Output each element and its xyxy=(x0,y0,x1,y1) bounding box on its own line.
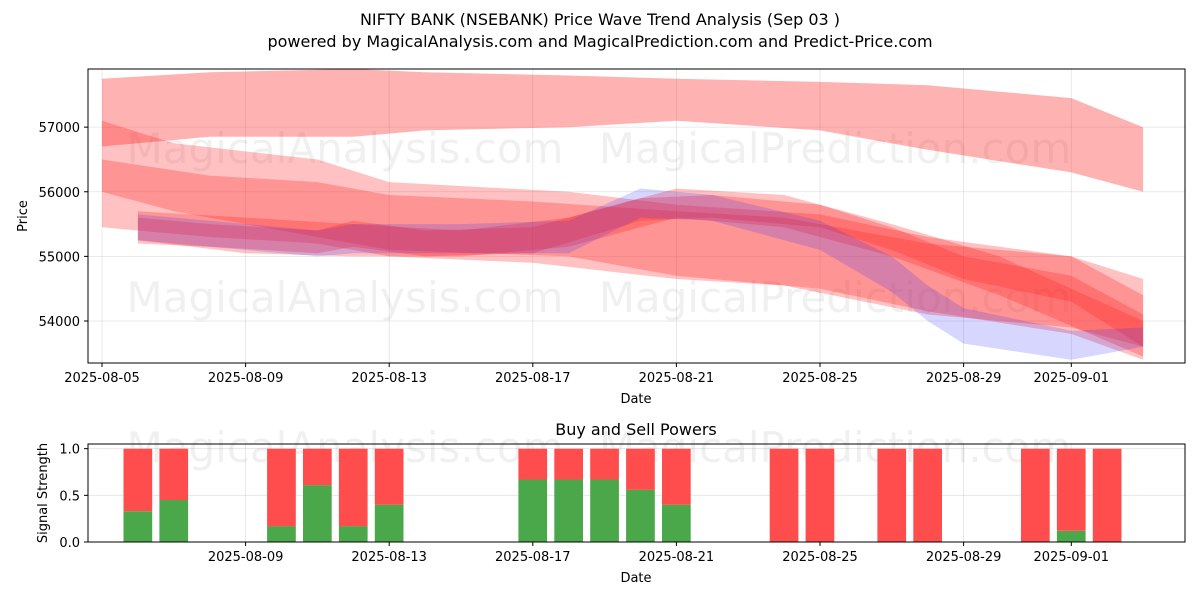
price-x-tick-label: 2025-08-29 xyxy=(926,371,1002,386)
chart-subtitle: powered by MagicalAnalysis.com and Magic… xyxy=(267,32,932,51)
sell-power-bar xyxy=(267,448,296,527)
signal-y-tick-label: 0.5 xyxy=(59,489,80,504)
price-x-tick-label: 2025-08-21 xyxy=(639,371,715,386)
watermark-text: MagicalPrediction.com xyxy=(599,273,1072,322)
signal-bars xyxy=(123,448,1122,542)
watermark-text: MagicalAnalysis.com xyxy=(127,124,564,173)
red-wave-band xyxy=(102,159,1144,347)
watermark-text: MagicalPrediction.com xyxy=(599,124,1072,173)
buy-power-bar xyxy=(518,479,548,542)
signal-x-tick-label: 2025-08-13 xyxy=(351,550,427,565)
sell-power-bar xyxy=(805,448,835,542)
price-y-tick-label: 57000 xyxy=(39,121,80,136)
signal-x-ticks: 2025-08-09 2025-08-13 2025-08-17 2025-08-21… xyxy=(208,542,1109,565)
price-bands xyxy=(102,69,1144,360)
price-x-tick-label: 2025-08-17 xyxy=(495,371,571,386)
red-wave-band xyxy=(102,69,1144,192)
sell-power-bar xyxy=(626,448,655,490)
price-y-tick-label: 55000 xyxy=(39,250,80,265)
price-grid xyxy=(88,69,1185,363)
price-x-tick-label: 2025-09-01 xyxy=(1034,371,1110,386)
price-y-ticks: 54000 55000 56000 57000 xyxy=(39,121,88,330)
sell-power-bar xyxy=(303,448,332,486)
buy-power-bar xyxy=(303,485,332,542)
price-x-ticks: 2025-08-05 2025-08-09 2025-08-13 2025-08-17… xyxy=(64,363,1109,386)
sell-power-bar xyxy=(877,448,907,542)
buy-power-bar xyxy=(123,511,153,542)
sell-power-bar xyxy=(1056,448,1086,531)
buy-power-bar xyxy=(374,504,404,542)
signal-x-axis-label: Date xyxy=(620,571,651,586)
signal-x-tick-label: 2025-08-17 xyxy=(495,550,571,565)
price-x-tick-label: 2025-08-09 xyxy=(208,371,284,386)
sell-power-bar xyxy=(1092,448,1122,542)
buy-power-bar xyxy=(267,526,296,542)
sell-power-bar xyxy=(554,448,583,480)
signal-x-tick-label: 2025-09-01 xyxy=(1034,550,1110,565)
sell-power-bar xyxy=(662,448,691,505)
chart-title: NIFTY BANK (NSEBANK) Price Wave Trend An… xyxy=(360,10,840,29)
red-wave-band xyxy=(102,120,1144,360)
price-x-tick-label: 2025-08-25 xyxy=(782,371,858,386)
signal-y-tick-label: 1.0 xyxy=(59,443,80,458)
sell-power-bar xyxy=(590,448,619,480)
sell-power-bar xyxy=(159,448,189,500)
red-wave-band xyxy=(137,195,1144,347)
blue-wave-band xyxy=(137,188,1144,360)
buy-power-bar xyxy=(338,526,368,542)
sell-power-bar xyxy=(518,448,548,480)
price-watermarks: MagicalAnalysis.com MagicalPrediction.com… xyxy=(127,124,1072,322)
price-axes-frame xyxy=(87,68,1186,364)
sell-power-bar xyxy=(769,448,799,542)
buy-power-bar xyxy=(554,479,583,542)
sell-power-bar xyxy=(123,448,153,512)
price-x-tick-label: 2025-08-05 xyxy=(64,371,140,386)
sell-power-bar xyxy=(1021,448,1050,542)
signal-plot-title: Buy and Sell Powers xyxy=(555,420,717,439)
price-y-tick-label: 56000 xyxy=(39,186,80,201)
price-x-tick-label: 2025-08-13 xyxy=(351,371,427,386)
sell-power-bar xyxy=(338,448,368,527)
signal-watermarks: MagicalAnalysis.com MagicalPrediction.com xyxy=(127,423,1072,472)
signal-y-ticks: 0.0 0.5 1.0 xyxy=(59,443,88,551)
buy-power-bar xyxy=(662,504,691,542)
signal-y-tick-label: 0.0 xyxy=(59,536,80,551)
signal-axes-frame xyxy=(87,443,1186,543)
price-y-axis-label: Price xyxy=(16,200,31,232)
price-x-axis-label: Date xyxy=(620,392,651,407)
sell-power-bar xyxy=(374,448,404,505)
buy-power-bar xyxy=(1056,530,1086,542)
red-wave-band xyxy=(137,188,1144,357)
sell-power-bar xyxy=(913,448,942,542)
signal-x-tick-label: 2025-08-25 xyxy=(782,550,858,565)
buy-power-bar xyxy=(626,489,655,542)
signal-y-axis-label: Signal Strength xyxy=(36,443,51,543)
buy-power-bar xyxy=(590,479,619,542)
price-y-tick-label: 54000 xyxy=(39,315,80,330)
signal-plot: Buy and Sell Powers MagicalAnalysis.com M… xyxy=(36,420,1186,586)
buy-power-bar xyxy=(159,500,189,542)
signal-x-tick-label: 2025-08-09 xyxy=(208,550,284,565)
watermark-text: MagicalAnalysis.com xyxy=(127,273,564,322)
price-plot: MagicalAnalysis.com MagicalPrediction.com… xyxy=(16,68,1186,407)
signal-x-tick-label: 2025-08-29 xyxy=(926,550,1002,565)
signal-x-tick-label: 2025-08-21 xyxy=(639,550,715,565)
